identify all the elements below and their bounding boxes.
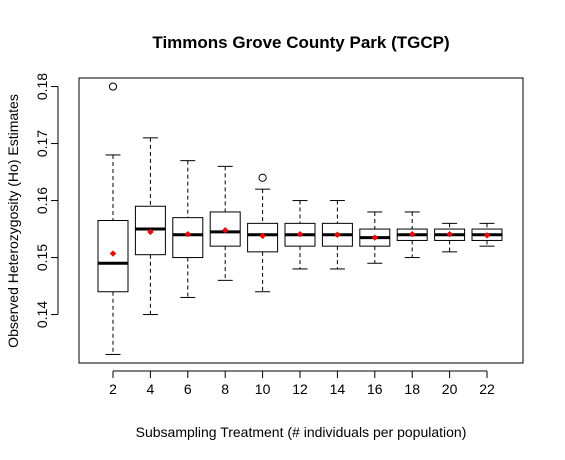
y-tick-label: 0.15 (34, 244, 50, 271)
x-tick-label: 4 (147, 381, 155, 397)
mean-marker (483, 232, 491, 239)
x-tick-label: 10 (255, 381, 271, 397)
box-group-2 (97, 82, 129, 355)
x-axis-label: Subsampling Treatment (# individuals per… (136, 424, 467, 440)
box-group-6 (172, 160, 204, 298)
mean-marker (259, 232, 266, 240)
y-tick-label: 0.17 (34, 130, 50, 157)
plot-frame (78, 77, 524, 364)
y-axis-label: Observed Heterozygosity (Ho) Estimates (5, 94, 21, 348)
box-group-10 (247, 173, 279, 293)
mean-marker (296, 230, 304, 238)
box-group-4 (134, 137, 166, 316)
box-group-16 (359, 211, 391, 264)
mean-marker (371, 234, 378, 241)
mean-marker (147, 228, 154, 236)
y-tick-label: 0.16 (34, 187, 50, 214)
outlier-point (108, 82, 118, 91)
box (172, 217, 204, 259)
x-tick-label: 6 (184, 381, 192, 397)
chart-title: Timmons Grove County Park (TGCP) (152, 33, 449, 52)
x-tick-label: 18 (404, 381, 420, 397)
box-group-20 (434, 222, 466, 253)
x-tick-label: 12 (292, 381, 308, 397)
x-axis: 2 4 6 8 10 12 14 16 18 20 22 (109, 370, 495, 397)
box-group-14 (321, 200, 353, 270)
mean-marker (222, 226, 229, 234)
y-tick-label: 0.14 (34, 301, 50, 328)
box-group-12 (284, 200, 316, 270)
mean-marker (184, 230, 191, 238)
box-series (97, 82, 503, 355)
mean-marker (109, 250, 117, 257)
box-group-18 (396, 211, 428, 259)
x-tick-label: 20 (442, 381, 458, 397)
y-axis: 0.14 0.15 0.16 0.17 0.18 (34, 73, 59, 328)
box-group-22 (471, 222, 503, 247)
x-tick-label: 16 (367, 381, 383, 397)
x-tick-label: 14 (330, 381, 346, 397)
x-tick-label: 2 (109, 381, 117, 397)
mean-marker (409, 230, 416, 238)
outlier-point (258, 173, 267, 182)
x-tick-label: 8 (221, 381, 229, 397)
mean-marker (334, 231, 341, 238)
x-tick-label: 22 (479, 381, 495, 397)
mean-marker (446, 230, 453, 238)
box-group-8 (209, 165, 241, 281)
y-tick-label: 0.18 (34, 73, 50, 100)
